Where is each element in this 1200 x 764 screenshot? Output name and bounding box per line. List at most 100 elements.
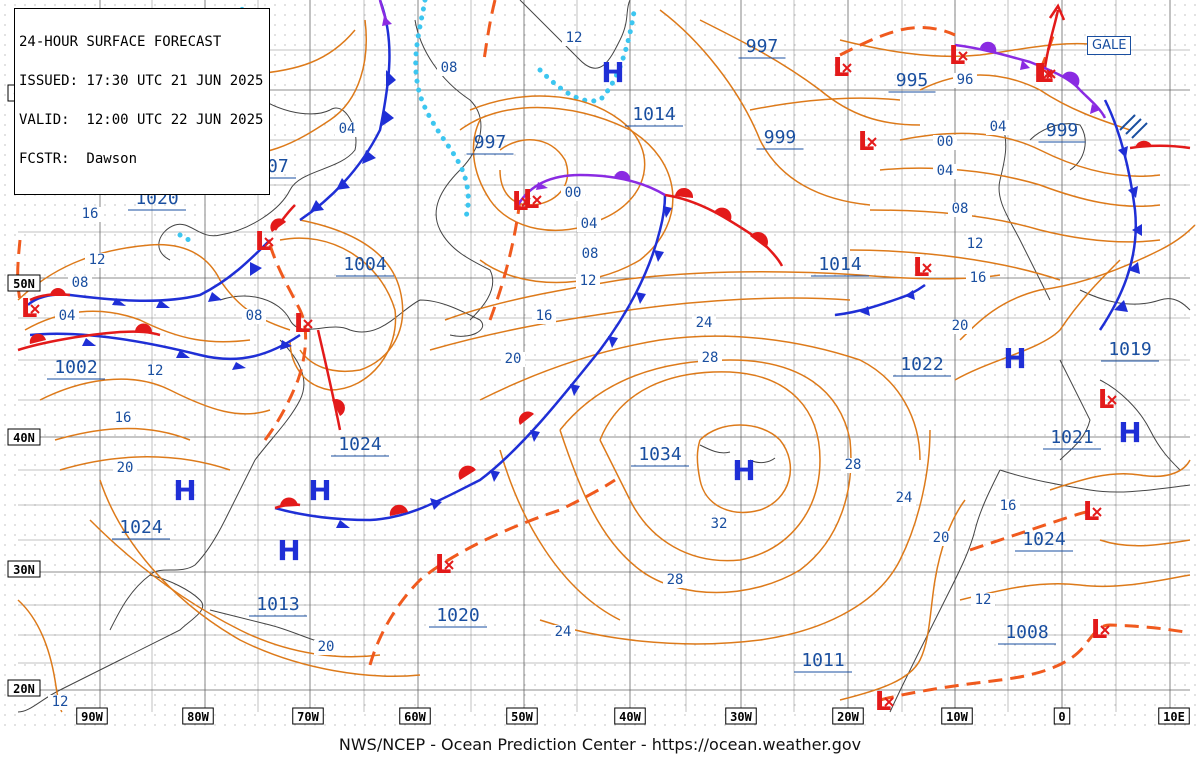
svg-text:70W: 70W [297,710,319,724]
forecast-header: 24-HOUR SURFACE FORECAST ISSUED: 17:30 U… [14,8,271,195]
low-pressure-center: L [1098,385,1117,415]
isobar-label: 08 [68,275,92,291]
svg-text:1014: 1014 [632,104,675,125]
svg-text:12: 12 [89,252,106,268]
isobar-label: 00 [933,134,957,150]
pressure-label: 999 [756,127,804,150]
svg-text:1024: 1024 [338,434,381,455]
pressure-label: 1019 [1101,339,1159,362]
pressure-label: 1034 [631,444,689,467]
svg-text:1013: 1013 [256,594,299,615]
svg-text:20W: 20W [837,710,859,724]
isobar-label: 04 [55,308,79,324]
lon-label-50W: 50W [506,707,538,725]
lat-label-40N: 40N [7,428,41,446]
svg-text:L: L [435,550,452,580]
svg-text:1020: 1020 [436,605,479,626]
pressure-label: 1024 [112,517,170,540]
cold-fronts [27,0,1142,528]
low-pressure-center: L [21,294,40,324]
svg-text:24: 24 [555,624,572,640]
svg-text:28: 28 [702,350,719,366]
low-pressure-center: L [523,185,542,215]
svg-text:00: 00 [937,134,954,150]
isobar-label: 08 [948,201,972,217]
svg-text:08: 08 [72,275,89,291]
footer-credit: NWS/NCEP - Ocean Prediction Center - htt… [338,735,862,754]
pressure-label: 997 [738,36,786,59]
svg-text:20: 20 [505,351,522,367]
isobar-label: 08 [242,308,266,324]
warm-fronts [17,140,1191,516]
svg-text:1024: 1024 [119,517,162,538]
svg-text:1034: 1034 [638,444,681,465]
svg-text:50N: 50N [13,277,35,291]
svg-text:L: L [294,309,311,339]
svg-text:999: 999 [764,127,797,148]
svg-text:L: L [1091,615,1108,645]
low-pressure-center: L [435,550,454,580]
longitude-labels: 90W 80W 70W 60W 50W 40W 30W 20W 10W 0 10E [76,707,1190,725]
isobar-label: 04 [933,163,957,179]
isobar-label: 96 [953,72,977,88]
svg-text:08: 08 [952,201,969,217]
isobar-label: 20 [314,639,338,655]
isobar-label: 12 [48,694,72,710]
high-pressure-center: H [308,474,331,507]
svg-text:20: 20 [117,460,134,476]
svg-text:16: 16 [115,410,132,426]
issued-time: ISSUED: 17:30 UTC 21 JUN 2025 [19,73,264,89]
svg-text:12: 12 [975,592,992,608]
wind-barbs [1119,114,1148,139]
low-pressure-center: L [913,253,932,283]
svg-text:1004: 1004 [343,254,386,275]
svg-text:28: 28 [845,457,862,473]
svg-text:60W: 60W [404,710,426,724]
pressure-label: 1024 [331,434,389,457]
svg-text:16: 16 [82,206,99,222]
svg-text:90W: 90W [81,710,103,724]
isobar-label: 20 [113,460,137,476]
pressure-label: 1024 [1015,529,1073,552]
svg-text:20: 20 [933,530,950,546]
svg-text:04: 04 [59,308,76,324]
svg-text:12: 12 [566,30,583,46]
pressure-label: 1004 [336,254,394,277]
gale-warning-label: GALE [1087,36,1132,55]
isobar-label: 24 [551,624,575,640]
svg-text:80W: 80W [187,710,209,724]
isobar-label: 04 [577,216,601,232]
svg-text:L: L [913,253,930,283]
isobar-label: 20 [929,530,953,546]
lon-label-70W: 70W [292,707,324,725]
forecaster-name: FCSTR: Dawson [19,151,138,167]
low-pressure-center: L [833,53,852,83]
isobar-label: 12 [971,592,995,608]
high-pressure-center: H [1003,342,1026,375]
isobar-label: 16 [996,498,1020,514]
pressure-label: 1013 [249,594,307,617]
lon-label-10W: 10W [941,707,973,725]
svg-text:1019: 1019 [1108,339,1151,360]
svg-text:04: 04 [990,119,1007,135]
svg-text:1014: 1014 [818,254,861,275]
svg-text:00: 00 [565,185,582,201]
latitude-labels: 60N50N40N30N20N [7,84,41,697]
isobar-label: 04 [986,119,1010,135]
svg-text:40W: 40W [619,710,641,724]
svg-text:1024: 1024 [1022,529,1065,550]
svg-text:24: 24 [696,315,713,331]
pressure-value-labels: 9971014997999995999100710201004101410221… [47,36,1159,673]
svg-text:12: 12 [580,273,597,289]
svg-text:16: 16 [970,270,987,286]
isobar-label: 12 [576,273,600,289]
svg-text:08: 08 [441,60,458,76]
high-pressure-center: H [732,454,755,487]
svg-text:L: L [1083,497,1100,527]
valid-time: VALID: 12:00 UTC 22 JUN 2025 [19,112,264,128]
svg-text:1008: 1008 [1005,622,1048,643]
svg-text:08: 08 [582,246,599,262]
isobar-label: 24 [692,315,716,331]
